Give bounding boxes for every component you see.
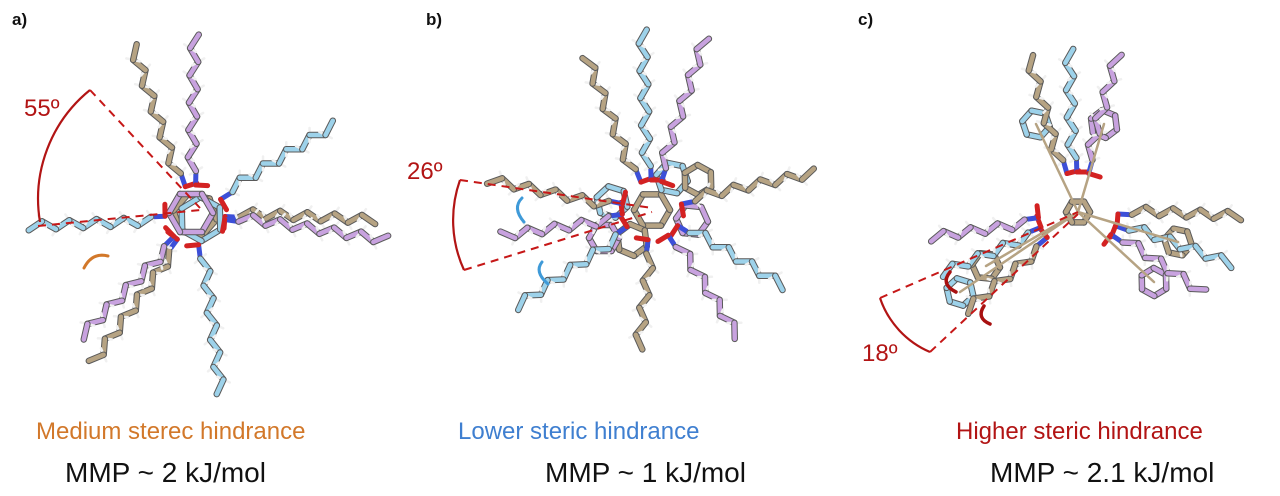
angle-ray-b1 xyxy=(459,179,653,209)
panel-letter-c: c) xyxy=(858,10,874,29)
molecule-a-image xyxy=(25,31,392,398)
angle-arc-c xyxy=(878,297,931,354)
angle-arc-a xyxy=(37,89,91,223)
caption-c: Higher steric hindrance xyxy=(956,418,1203,445)
molecule-c-image xyxy=(878,45,1245,354)
curved-arrow-icon-c1 xyxy=(944,270,958,294)
angle-label-b: 26º xyxy=(407,158,443,185)
angle-ray-b2 xyxy=(463,211,653,271)
angle-ray-a1 xyxy=(89,89,201,209)
molecule-b-image xyxy=(452,26,818,353)
panel-b: b) 26º Lower steric hindrance MMP ~ 1 kJ… xyxy=(407,0,860,496)
panel-letter-b: b) xyxy=(426,10,443,29)
panel-a: a) 55º Medium sterec hindrance MMP ~ 2 k… xyxy=(0,0,420,496)
energy-b: MMP ~ 1 kJ/mol xyxy=(545,457,746,488)
angle-arc-b xyxy=(452,179,466,271)
energy-a: MMP ~ 2 kJ/mol xyxy=(65,457,266,488)
curved-arrow-icon xyxy=(82,253,110,270)
curved-arrow-icon-c2 xyxy=(979,304,992,326)
energy-c: MMP ~ 2.1 kJ/mol xyxy=(990,457,1215,488)
angle-label-a: 55º xyxy=(24,95,60,122)
panel-c: c) 18º Higher steric hindrance MMP ~ 2.1… xyxy=(858,0,1280,496)
caption-a: Medium sterec hindrance xyxy=(36,418,306,445)
curved-arrow-icon-b2 xyxy=(537,260,550,286)
angle-ray-c1 xyxy=(879,211,1079,299)
panel-letter-a: a) xyxy=(12,10,28,29)
caption-b: Lower steric hindrance xyxy=(458,418,700,445)
angle-ray-c2 xyxy=(929,213,1079,353)
angle-label-c: 18º xyxy=(862,340,898,367)
curved-arrow-icon-b1 xyxy=(516,196,526,224)
